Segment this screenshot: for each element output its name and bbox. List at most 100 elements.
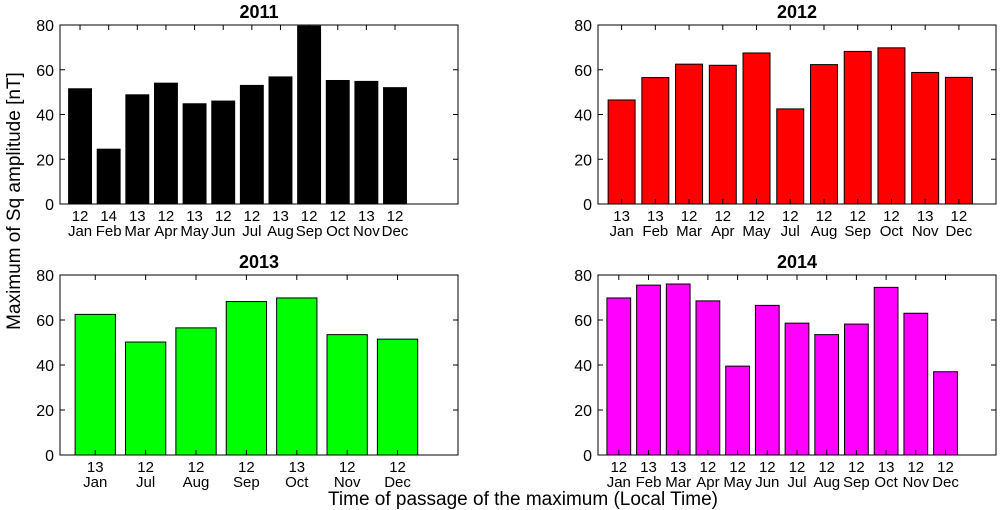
x-tick-month-label: Jan: [83, 474, 107, 491]
bar-apr: [153, 82, 178, 205]
x-tick-hour-label: 12: [301, 208, 318, 225]
bar-mar: [675, 63, 704, 205]
x-tick-month-label: Apr: [711, 223, 734, 240]
bar-oct: [276, 297, 318, 456]
bar-jan: [606, 297, 632, 456]
y-tick-label: 20: [36, 403, 54, 420]
x-tick-month-label: Jun: [211, 223, 235, 240]
x-tick-month-label: Sep: [844, 223, 871, 240]
x-tick-month-label: Mar: [124, 223, 150, 240]
x-tick-month-label: Mar: [676, 223, 702, 240]
bar-mar: [665, 283, 691, 456]
bar-nov: [911, 71, 940, 205]
y-tick-label: 40: [36, 108, 54, 125]
bar-jan: [607, 99, 636, 205]
x-tick-month-label: Feb: [642, 223, 668, 240]
x-tick-hour-label: 13: [129, 208, 146, 225]
x-tick-month-label: Nov: [902, 474, 929, 491]
bar-may: [725, 365, 750, 456]
x-tick-hour-label: 13: [186, 208, 203, 225]
bar-mar: [125, 94, 150, 205]
x-tick-month-label: Jan: [607, 474, 631, 491]
bar-apr: [695, 300, 721, 456]
y-tick-label: 60: [36, 313, 54, 330]
bar-jul: [784, 322, 810, 456]
x-tick-month-label: Feb: [96, 223, 122, 240]
x-tick-hour-label: 12: [818, 459, 835, 476]
x-tick-month-label: Jan: [610, 223, 634, 240]
bar-may: [182, 103, 207, 205]
x-tick-hour-label: 12: [848, 459, 865, 476]
bar-jul: [776, 108, 805, 205]
x-tick-month-label: Dec: [382, 223, 409, 240]
bar-nov: [903, 312, 929, 456]
bar-oct: [873, 286, 899, 456]
y-tick-label: 0: [583, 448, 592, 465]
x-tick-hour-label: 13: [272, 208, 289, 225]
bar-sep: [297, 25, 322, 205]
panel-title: 2012: [777, 2, 817, 22]
y-tick-label: 20: [574, 403, 592, 420]
x-tick-hour-label: 12: [137, 459, 154, 476]
x-tick-month-label: Apr: [154, 223, 177, 240]
x-tick-hour-label: 12: [729, 459, 746, 476]
bar-feb: [636, 284, 661, 456]
y-tick-label: 60: [36, 63, 54, 80]
bar-aug: [809, 64, 838, 205]
x-tick-hour-label: 12: [816, 208, 833, 225]
x-tick-hour-label: 12: [681, 208, 698, 225]
x-tick-hour-label: 12: [238, 459, 255, 476]
x-tick-month-label: Feb: [636, 474, 662, 491]
x-tick-month-label: Mar: [665, 474, 691, 491]
chart-panel-2011: 02040608012Jan14Feb13Mar12Apr13May12Jun1…: [36, 2, 459, 240]
y-tick-label: 80: [574, 268, 592, 285]
x-tick-month-label: Apr: [696, 474, 719, 491]
x-tick-month-label: Sep: [843, 474, 870, 491]
x-tick-hour-label: 13: [640, 459, 657, 476]
bar-nov: [326, 334, 368, 456]
bar-may: [742, 52, 771, 205]
x-tick-hour-label: 12: [389, 459, 406, 476]
x-tick-month-label: Aug: [183, 474, 210, 491]
bar-aug: [814, 334, 840, 456]
x-tick-hour-label: 12: [748, 208, 765, 225]
chart-panel-2014: 02040608012Jan13Feb13Mar12Apr12May12Jun1…: [574, 252, 997, 491]
bar-jan: [68, 88, 92, 205]
x-tick-month-label: Nov: [353, 223, 380, 240]
x-tick-month-label: Nov: [912, 223, 939, 240]
x-tick-month-label: Aug: [813, 474, 840, 491]
x-tick-month-label: Jul: [242, 223, 261, 240]
y-tick-label: 0: [45, 448, 54, 465]
x-tick-hour-label: 12: [158, 208, 175, 225]
bar-feb: [641, 77, 670, 205]
x-tick-hour-label: 13: [670, 459, 687, 476]
x-tick-hour-label: 13: [647, 208, 664, 225]
bar-sep: [843, 50, 872, 205]
x-tick-hour-label: 12: [937, 459, 954, 476]
bar-dec: [933, 371, 958, 456]
x-tick-hour-label: 12: [339, 459, 356, 476]
x-tick-hour-label: 12: [714, 208, 731, 225]
bar-jun: [754, 304, 780, 456]
x-tick-month-label: Jul: [136, 474, 155, 491]
y-tick-label: 40: [574, 358, 592, 375]
x-tick-month-label: May: [742, 223, 771, 240]
y-tick-label: 80: [574, 18, 592, 35]
x-tick-hour-label: 13: [87, 459, 104, 476]
panel-title: 2011: [239, 2, 278, 22]
x-axis-label: Time of passage of the maximum (Local Ti…: [328, 489, 718, 510]
chart-panel-2012: 02040608013Jan13Feb12Mar12Apr12May12Jul1…: [574, 2, 997, 240]
x-tick-month-label: Oct: [874, 474, 898, 491]
x-tick-hour-label: 12: [329, 208, 346, 225]
x-tick-hour-label: 12: [789, 459, 806, 476]
bar-jul: [239, 84, 264, 205]
bar-dec: [376, 338, 419, 456]
bar-jan: [74, 313, 116, 456]
x-tick-month-label: Nov: [334, 474, 361, 491]
x-tick-month-label: May: [180, 223, 209, 240]
x-tick-hour-label: 12: [387, 208, 404, 225]
x-tick-hour-label: 13: [917, 208, 934, 225]
y-tick-label: 0: [45, 197, 54, 214]
y-tick-label: 80: [36, 18, 54, 35]
y-tick-label: 40: [574, 108, 592, 125]
